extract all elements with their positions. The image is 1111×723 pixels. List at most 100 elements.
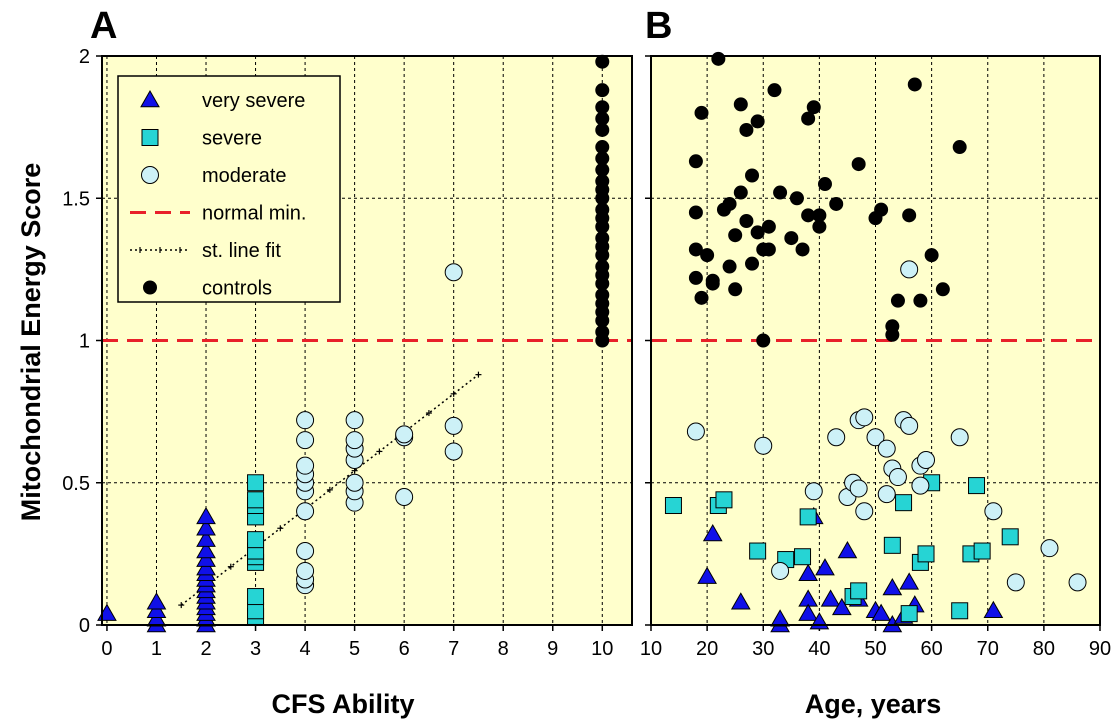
data-point-controls — [806, 100, 821, 115]
data-point-controls — [851, 157, 866, 172]
data-point-very-severe — [798, 563, 819, 582]
data-point-moderate — [296, 456, 315, 475]
data-point-moderate — [754, 436, 773, 455]
data-point-very-severe — [196, 549, 216, 567]
data-point-moderate — [296, 411, 315, 430]
y-tick-label: 0.5 — [62, 473, 90, 495]
legend-label-very-severe: very severe — [202, 90, 305, 112]
x-tick-label: 5 — [349, 638, 360, 660]
data-point-controls — [789, 191, 804, 206]
data-point-controls — [761, 242, 776, 257]
data-point-controls — [801, 111, 816, 126]
data-point-very-severe — [831, 597, 852, 616]
data-point-moderate — [877, 485, 896, 504]
data-point-controls — [733, 97, 748, 112]
data-point-moderate — [1040, 539, 1059, 558]
data-point-severe — [1001, 528, 1019, 546]
data-point-controls — [812, 219, 827, 234]
x-tick-label: 90 — [1089, 638, 1111, 660]
data-point-moderate — [296, 561, 315, 580]
data-point-moderate — [444, 263, 463, 282]
legend-label-line-fit: st. line fit — [202, 240, 281, 262]
y-tick-label: 0 — [79, 615, 90, 637]
data-point-controls — [907, 77, 922, 92]
x-tick-label: 50 — [864, 638, 886, 660]
data-point-very-severe — [196, 541, 216, 559]
data-point-moderate — [855, 502, 874, 521]
data-point-moderate — [296, 542, 315, 561]
data-point-controls — [694, 105, 709, 120]
data-point-moderate — [849, 479, 868, 498]
x-tick-label: 20 — [696, 638, 718, 660]
panel-b-label: B — [645, 5, 672, 47]
data-point-moderate — [827, 428, 846, 447]
data-point-moderate — [296, 431, 315, 450]
data-point-very-severe — [983, 600, 1004, 619]
x-tick-label: 4 — [300, 638, 311, 660]
plot-border-a — [101, 55, 633, 626]
panel-a-label: A — [90, 5, 117, 47]
x-tick-label: 2 — [200, 638, 211, 660]
data-point-moderate — [395, 425, 414, 444]
data-point-controls — [913, 293, 928, 308]
y-tick-label: 2 — [79, 46, 90, 68]
data-point-controls — [739, 214, 754, 229]
data-point-very-severe — [196, 529, 216, 547]
data-point-moderate — [804, 482, 823, 501]
legend-box — [117, 75, 341, 303]
data-point-severe — [951, 602, 969, 620]
data-point-very-severe — [837, 541, 858, 559]
data-point-controls — [890, 293, 905, 308]
data-point-severe — [247, 602, 265, 620]
data-point-very-severe — [146, 592, 167, 610]
data-point-controls — [745, 168, 760, 183]
data-point-controls — [722, 259, 737, 274]
data-point-moderate — [296, 502, 315, 521]
data-point-moderate — [877, 439, 896, 458]
data-point-severe — [900, 605, 918, 623]
data-point-severe — [895, 494, 913, 512]
data-point-controls — [595, 100, 610, 115]
data-point-moderate — [900, 260, 919, 279]
data-point-controls — [728, 282, 743, 297]
data-point-controls — [595, 54, 610, 69]
data-point-moderate — [950, 428, 969, 447]
data-point-very-severe — [882, 578, 903, 596]
data-point-very-severe — [697, 566, 717, 584]
data-point-severe — [883, 536, 901, 554]
data-point-controls — [733, 185, 748, 200]
data-point-moderate — [911, 476, 930, 495]
data-point-very-severe — [820, 589, 841, 607]
data-point-moderate — [917, 450, 936, 469]
data-point-controls — [924, 248, 939, 263]
data-point-controls — [745, 256, 760, 271]
data-point-controls — [711, 51, 726, 66]
data-point-controls — [773, 185, 788, 200]
data-point-controls — [688, 242, 703, 257]
data-point-moderate — [866, 428, 885, 447]
data-point-controls — [595, 140, 610, 155]
data-point-controls — [935, 282, 950, 297]
data-point-severe — [749, 542, 767, 560]
data-point-moderate — [855, 408, 874, 427]
data-point-controls — [739, 122, 754, 137]
data-point-severe — [794, 548, 812, 566]
data-point-controls — [795, 242, 810, 257]
data-point-severe — [247, 588, 265, 606]
data-point-controls — [688, 154, 703, 169]
x-tick-label: 9 — [547, 638, 558, 660]
legend-marker-very-severe — [140, 89, 160, 108]
data-point-very-severe — [196, 518, 216, 536]
x-tick-label: 7 — [448, 638, 459, 660]
x-tick-label: 6 — [399, 638, 410, 660]
data-point-moderate — [900, 416, 919, 435]
data-point-controls — [705, 273, 720, 288]
data-point-very-severe — [871, 603, 891, 621]
x-tick-label: 3 — [250, 638, 261, 660]
data-point-moderate — [771, 561, 790, 580]
data-point-moderate — [345, 411, 364, 430]
data-point-controls — [952, 140, 967, 155]
data-point-very-severe — [798, 603, 819, 621]
data-point-controls — [700, 248, 715, 263]
data-point-moderate — [444, 416, 463, 435]
